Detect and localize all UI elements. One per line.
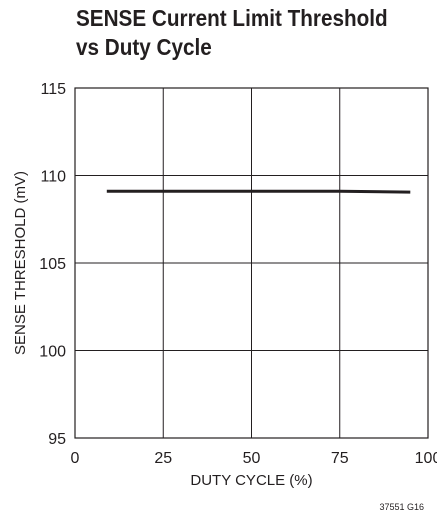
plot-frame [74, 87, 429, 439]
y-tick-label-105: 105 [39, 256, 66, 273]
chart-title-line-2: vs Duty Cycle [76, 34, 212, 60]
y-tick-label-95: 95 [48, 431, 66, 448]
grid-lines [75, 88, 428, 438]
y-tick-label-100: 100 [39, 344, 66, 361]
y-tick-label-115: 115 [40, 81, 66, 98]
series-line-1 [106, 189, 411, 194]
y-tick-label-110: 110 [40, 169, 66, 186]
x-tick-labels: 0 25 50 75 100 [71, 450, 437, 467]
chart-title: SENSE Current Limit Threshold vs Duty Cy… [76, 4, 388, 62]
x-tick-label-25: 25 [154, 450, 172, 467]
x-tick-label-50: 50 [243, 450, 261, 467]
x-tick-label-0: 0 [71, 450, 80, 467]
x-axis-label: DUTY CYCLE (%) [190, 472, 312, 489]
y-tick-labels: 95 100 105 110 115 [39, 81, 66, 448]
y-axis-label: SENSE THRESHOLD (mV) [12, 171, 29, 355]
series-layer [106, 189, 411, 194]
figure-id: 37551 G16 [379, 502, 424, 512]
x-tick-label-100: 100 [415, 450, 437, 467]
chart-title-line-1: SENSE Current Limit Threshold [76, 5, 388, 31]
x-tick-label-75: 75 [331, 450, 349, 467]
